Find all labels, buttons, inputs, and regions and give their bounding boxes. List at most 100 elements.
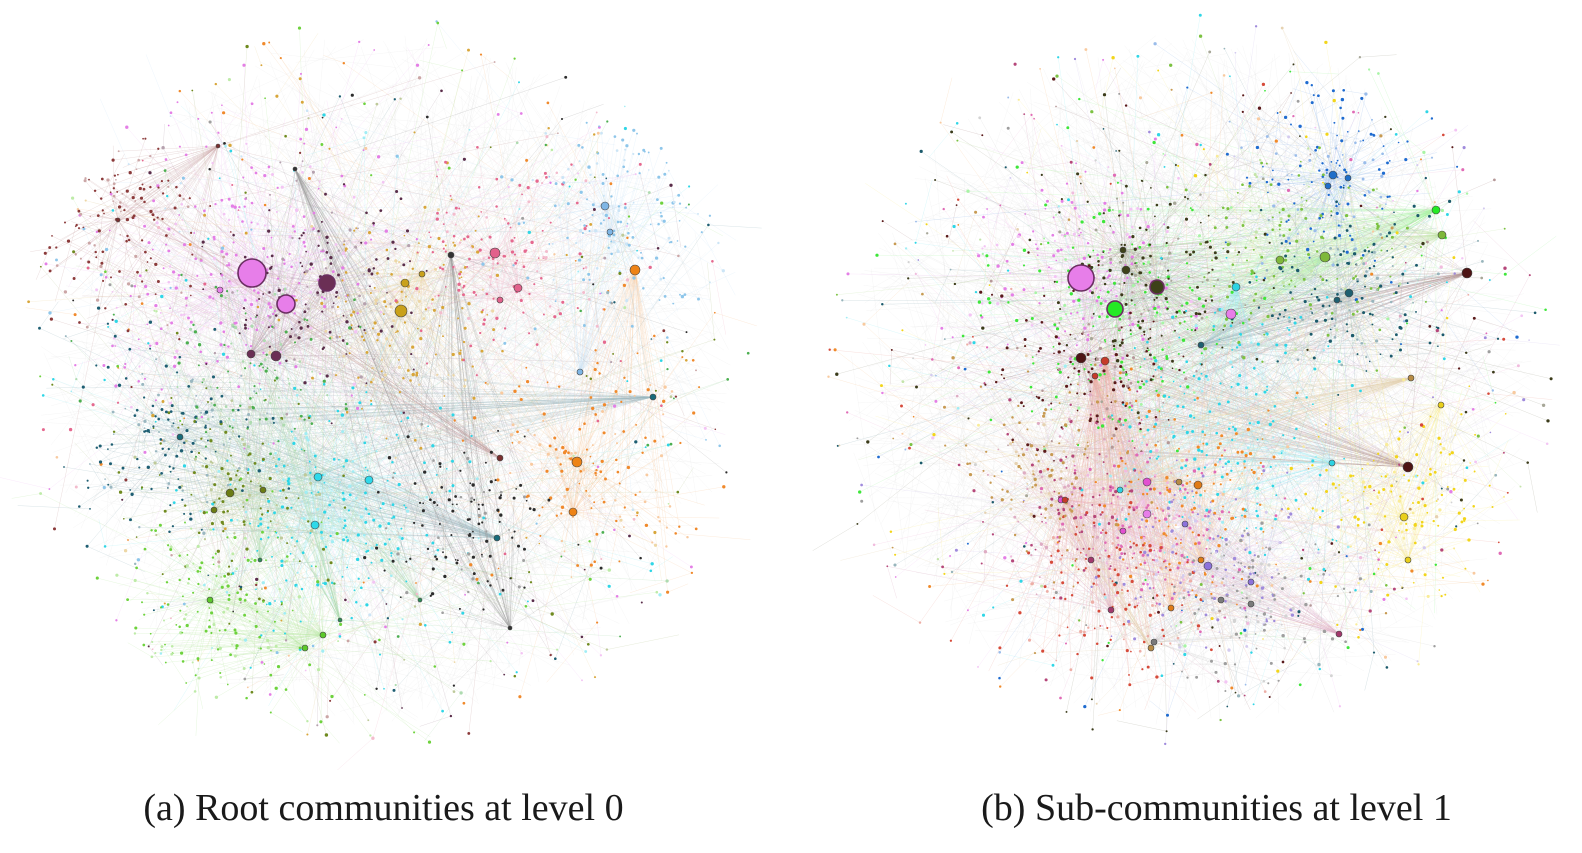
graph-node bbox=[1194, 314, 1198, 318]
graph-node bbox=[329, 255, 333, 260]
graph-node bbox=[1122, 623, 1126, 626]
graph-node bbox=[311, 370, 313, 373]
graph-node bbox=[1095, 357, 1099, 361]
graph-node bbox=[27, 300, 30, 304]
graph-node bbox=[1257, 373, 1260, 376]
graph-node bbox=[835, 293, 838, 296]
graph-node bbox=[364, 520, 368, 524]
graph-node bbox=[1165, 730, 1168, 733]
graph-node bbox=[195, 395, 198, 397]
graph-node bbox=[981, 247, 984, 250]
graph-node bbox=[197, 364, 200, 367]
graph-node bbox=[1377, 568, 1380, 570]
graph-node bbox=[222, 510, 226, 514]
graph-node bbox=[1052, 346, 1055, 348]
hub-node bbox=[493, 534, 501, 542]
graph-node bbox=[1452, 256, 1456, 260]
graph-node bbox=[1165, 355, 1169, 358]
graph-node bbox=[1238, 343, 1242, 347]
graph-node bbox=[285, 525, 289, 529]
graph-node bbox=[1143, 542, 1146, 545]
graph-node bbox=[296, 388, 299, 391]
graph-node bbox=[617, 209, 621, 213]
graph-node bbox=[434, 267, 437, 271]
graph-node bbox=[1449, 490, 1453, 494]
graph-node bbox=[1369, 589, 1373, 594]
graph-node bbox=[436, 211, 439, 215]
graph-node bbox=[1186, 328, 1189, 331]
graph-node bbox=[1225, 225, 1229, 229]
graph-node bbox=[1290, 279, 1293, 282]
graph-node bbox=[1029, 385, 1033, 389]
graph-node bbox=[1065, 344, 1069, 347]
graph-node bbox=[409, 260, 411, 263]
graph-node bbox=[1318, 169, 1321, 172]
graph-node bbox=[1389, 354, 1393, 358]
graph-node bbox=[168, 465, 171, 468]
graph-node bbox=[1290, 92, 1292, 94]
graph-node bbox=[363, 302, 367, 306]
graph-node bbox=[1133, 605, 1137, 609]
graph-node bbox=[345, 410, 349, 414]
graph-node bbox=[1242, 220, 1246, 224]
graph-node bbox=[341, 430, 345, 434]
graph-node bbox=[1145, 443, 1149, 446]
graph-node bbox=[95, 256, 98, 259]
graph-node bbox=[1287, 328, 1291, 332]
graph-node bbox=[1153, 356, 1156, 360]
graph-node bbox=[1144, 491, 1147, 494]
graph-node bbox=[1121, 356, 1125, 360]
graph-node bbox=[1156, 133, 1161, 137]
graph-node bbox=[1161, 406, 1164, 408]
graph-node bbox=[1118, 709, 1121, 712]
graph-node bbox=[1330, 160, 1333, 163]
graph-node bbox=[623, 306, 627, 310]
graph-node bbox=[677, 254, 680, 258]
graph-node bbox=[114, 384, 118, 388]
graph-node bbox=[1464, 410, 1468, 414]
graph-node bbox=[1232, 425, 1235, 429]
graph-node bbox=[1217, 402, 1221, 406]
graph-node bbox=[1412, 475, 1415, 478]
graph-node bbox=[1092, 325, 1095, 328]
graph-node bbox=[1361, 480, 1365, 484]
graph-node bbox=[1393, 223, 1396, 226]
graph-node bbox=[289, 335, 292, 339]
graph-node bbox=[244, 521, 247, 524]
graph-node bbox=[893, 563, 897, 567]
graph-node bbox=[1041, 389, 1044, 393]
graph-node bbox=[1097, 609, 1101, 613]
graph-node bbox=[570, 451, 573, 455]
graph-node bbox=[638, 162, 642, 166]
graph-node bbox=[531, 448, 533, 451]
graph-node bbox=[243, 205, 246, 208]
graph-node bbox=[1260, 161, 1263, 165]
graph-node bbox=[1278, 211, 1281, 214]
graph-node bbox=[133, 632, 137, 635]
graph-node bbox=[159, 606, 163, 609]
graph-node bbox=[1228, 360, 1233, 364]
graph-node bbox=[181, 631, 184, 634]
graph-node bbox=[1181, 609, 1183, 612]
graph-node bbox=[1440, 595, 1443, 598]
graph-node bbox=[1274, 152, 1278, 155]
graph-node bbox=[138, 365, 141, 368]
graph-node bbox=[677, 193, 681, 197]
graph-node bbox=[531, 178, 534, 182]
graph-node bbox=[1375, 369, 1379, 372]
graph-node bbox=[678, 219, 681, 222]
graph-node bbox=[1008, 272, 1012, 275]
graph-node bbox=[1118, 317, 1122, 321]
graph-node bbox=[632, 128, 636, 132]
graph-node bbox=[1330, 210, 1333, 213]
graph-node bbox=[515, 488, 518, 490]
graph-node bbox=[650, 338, 653, 340]
graph-node bbox=[1287, 236, 1291, 240]
graph-node bbox=[1250, 239, 1253, 242]
graph-node bbox=[1136, 206, 1140, 211]
graph-node bbox=[546, 452, 550, 456]
graph-node bbox=[174, 286, 178, 290]
graph-node bbox=[297, 26, 302, 30]
graph-node bbox=[1255, 145, 1260, 150]
graph-node bbox=[1368, 267, 1371, 270]
